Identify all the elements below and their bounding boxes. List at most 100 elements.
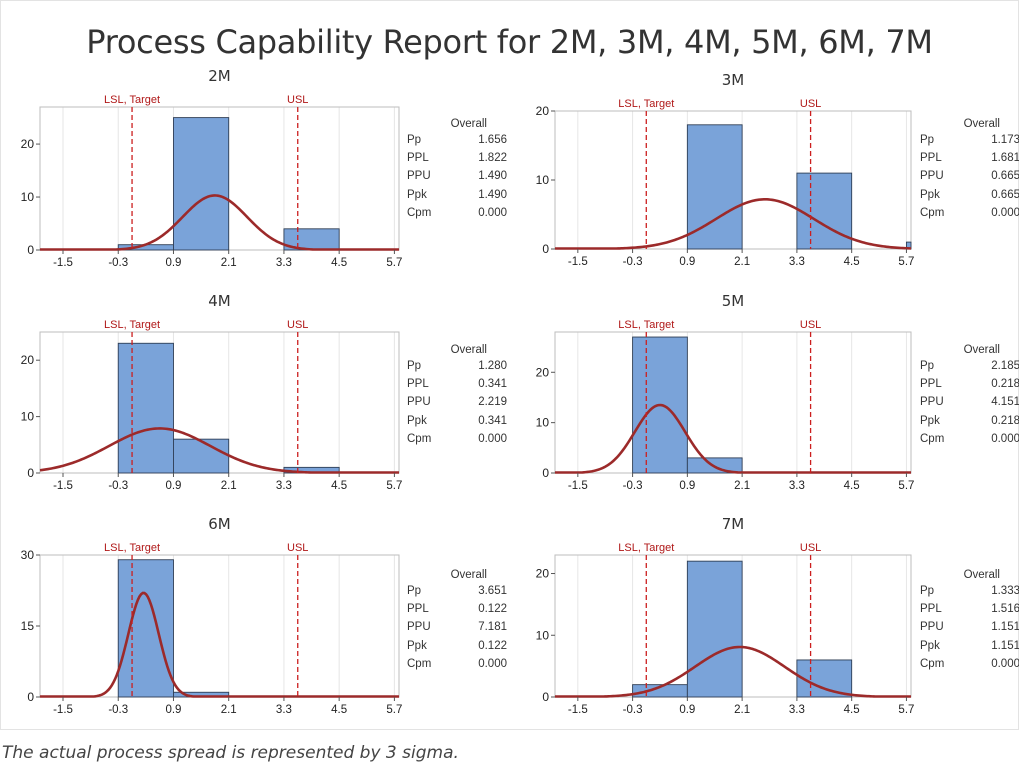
stat-row: Ppk 1.151 [920,637,1019,655]
stat-row: Cpm 0.000 [920,204,1019,222]
stat-label: Cpm [920,432,945,445]
stat-row: PPL 1.516 [920,600,1019,618]
stat-row: Ppk 0.122 [407,637,507,655]
stat-row: Ppk 0.665 [920,186,1019,204]
y-tick-label: 10 [536,173,550,187]
stats-table: Overall Pp 1.333 PPL 1.516 PPU 1.151 Ppk 1.151 Cp… [920,569,1019,673]
y-tick-label: 0 [542,690,549,704]
stat-value: 1.333 [991,585,1019,597]
stat-value: 0.122 [478,639,507,652]
stat-row: Pp 1.333 [920,582,1019,600]
stat-value: 1.151 [991,621,1019,634]
x-tick-label: -0.3 [623,256,643,268]
stat-row: Pp 3.651 [407,582,507,600]
x-tick-label: 5.7 [898,256,914,268]
stat-label: Cpm [407,432,432,445]
y-tick-label: 0 [27,466,34,480]
x-tick-label: -0.3 [108,257,128,269]
histogram-bar [796,659,853,698]
stat-value: 0.218 [991,414,1019,427]
stat-value: 1.822 [478,152,507,165]
plot-frame [554,331,912,474]
stat-value: 0.122 [478,603,507,616]
stat-label: Pp [407,585,422,597]
x-tick-label: 4.5 [331,480,347,492]
spec-limit-label: USL [800,542,821,554]
x-tick-label: 5.7 [386,704,402,716]
stats-header: Overall [963,118,1000,130]
x-tick-label: 0.9 [165,704,181,716]
normal-curve [40,194,399,251]
x-tick-label: 3.3 [789,480,805,492]
stat-row: PPL 0.218 [920,375,1019,393]
x-tick-label: 2.1 [221,704,237,716]
spec-limit-label: USL [287,94,308,106]
normal-curve [39,427,399,474]
stat-label: PPL [407,152,429,165]
y-tick-label: 10 [21,190,35,204]
stat-label: PPU [407,396,431,409]
stats-header: Overall [450,344,487,356]
normal-curve [40,591,399,698]
chart-3M: LSL, Target USL -1.5 -0.3 0.9 2.1 3.3 4.5 5.7 0 10… [536,71,915,268]
stat-value: 0.665 [991,170,1019,183]
y-tick-label: 10 [21,410,35,424]
x-tick-label: 5.7 [898,480,914,492]
stat-value: 1.656 [478,134,507,146]
stat-value: 0.218 [991,378,1019,391]
histogram-bar [686,124,743,250]
stat-value: 1.490 [478,188,507,201]
x-tick-label: 3.3 [789,256,805,268]
stat-label: Cpm [407,657,432,670]
stat-label: Pp [407,134,422,146]
stat-label: Pp [920,585,935,597]
stat-value: 4.151 [991,396,1019,409]
x-tick-label: 4.5 [844,704,860,716]
stat-label: PPL [407,603,429,616]
stat-value: 0.000 [478,206,507,219]
stats-table: Overall Pp 2.185 PPL 0.218 PPU 4.151 Ppk 0.218 Cp… [920,344,1019,448]
spec-limit-label: USL [287,319,308,331]
stat-label: PPL [920,152,942,165]
chart-title: 7M [722,515,745,533]
stat-label: Ppk [407,639,427,652]
normal-curve [555,645,911,698]
spec-limit-label: LSL, Target [618,542,674,554]
stats-header: Overall [450,118,487,130]
stat-label: PPU [920,170,944,183]
x-tick-label: -1.5 [568,256,588,268]
stat-row: PPU 4.151 [920,393,1019,411]
charts-canvas: LSL, Target USL -1.5 -0.3 0.9 2.1 3.3 4.5 5.7 0 10… [21,67,915,716]
stat-label: Ppk [920,188,940,201]
x-tick-label: 5.7 [386,257,402,269]
stat-value: 1.681 [991,152,1019,165]
stat-value: 3.651 [478,585,507,597]
histogram-bar [173,438,230,474]
y-tick-label: 20 [21,137,35,151]
stat-row: Cpm 0.000 [920,430,1019,448]
chart-title: 5M [722,292,745,310]
stat-value: 0.341 [478,414,507,427]
plot-frame [39,554,400,698]
y-tick-label: 20 [536,365,550,379]
stat-row: PPU 2.219 [407,393,507,411]
stat-label: Cpm [920,657,945,670]
x-tick-label: 3.3 [276,257,292,269]
stat-label: PPU [407,621,431,634]
spec-limit-label: LSL, Target [618,319,674,331]
spec-limit-label: LSL, Target [104,542,160,554]
histogram-bar [173,117,230,251]
stat-row: PPU 1.151 [920,618,1019,636]
spec-limit-label: USL [800,98,821,110]
x-tick-label: -0.3 [623,704,643,716]
x-tick-label: 2.1 [734,704,750,716]
stat-row: Ppk 0.218 [920,412,1019,430]
spec-limit-label: USL [800,319,821,331]
spec-limit-label: LSL, Target [104,319,160,331]
y-tick-label: 10 [536,628,550,642]
stats-header: Overall [963,344,1000,356]
stat-row: Pp 1.280 [407,357,507,375]
stat-label: PPU [920,396,944,409]
stat-label: Pp [920,360,935,372]
y-tick-label: 20 [536,104,550,118]
